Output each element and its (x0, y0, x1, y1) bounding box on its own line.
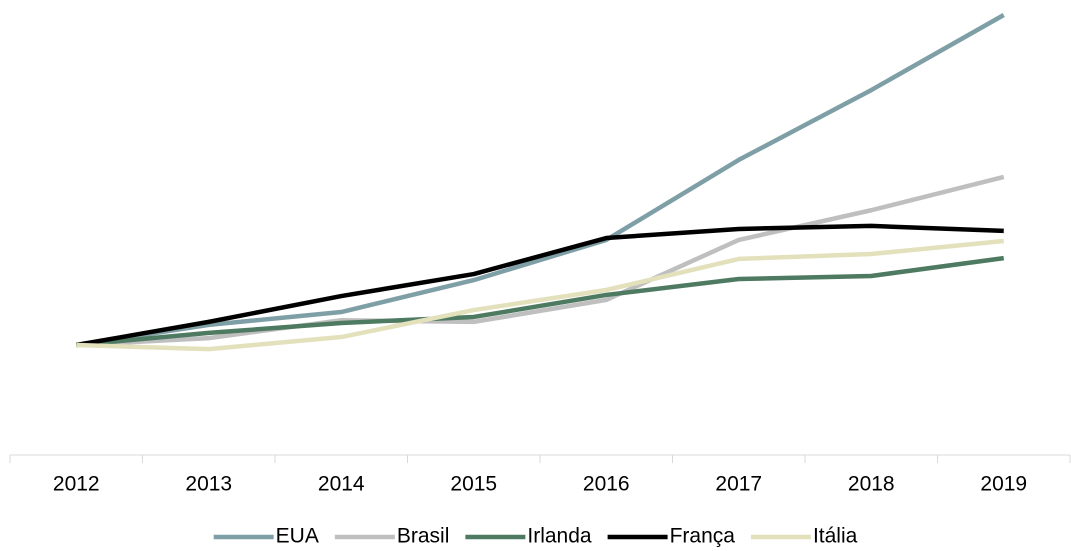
x-tick-label: 2012 (53, 473, 100, 496)
series-line (76, 255, 1005, 348)
x-tick-label: 2015 (450, 473, 497, 496)
series-line (76, 174, 1005, 348)
legend-label: Itália (813, 525, 858, 548)
x-tick-label: 2018 (848, 473, 895, 496)
x-tick-label: 2014 (318, 473, 365, 496)
legend-item: França (607, 525, 736, 548)
legend-label: EUA (276, 525, 319, 548)
legend-label: Irlanda (527, 525, 592, 548)
legend: EUA Brasil Irlanda França Itália (213, 525, 858, 548)
legend-item: EUA (213, 525, 319, 548)
legend-item: Brasil (334, 525, 450, 548)
x-tick-label: 2016 (583, 473, 630, 496)
legend-label: França (670, 525, 736, 548)
series-line (76, 238, 1004, 352)
legend-item: Irlanda (465, 525, 592, 548)
x-tick-label: 2019 (980, 473, 1027, 496)
series-line (75, 223, 1004, 348)
series-line (75, 13, 1005, 348)
legend-item: Itália (750, 525, 858, 548)
x-tick-label: 2017 (715, 473, 762, 496)
x-tick-label: 2013 (185, 473, 232, 496)
legend-label: Brasil (397, 525, 450, 548)
